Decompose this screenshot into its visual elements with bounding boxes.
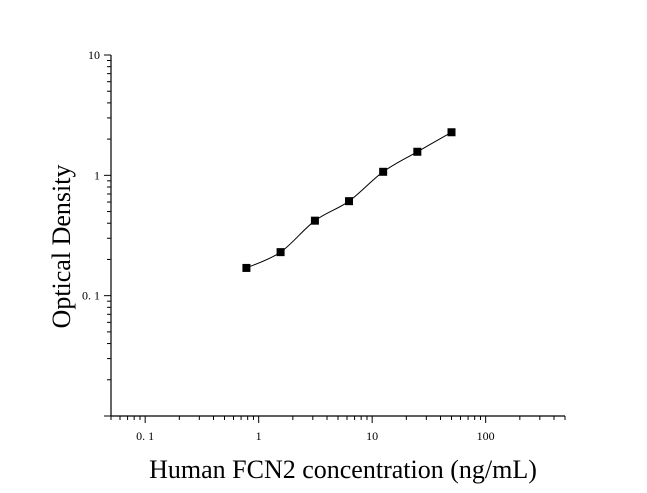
data-point	[413, 147, 422, 156]
y-tick-label: 10	[88, 48, 100, 62]
axes	[110, 55, 565, 417]
y-tick-label: 0. 1	[82, 289, 100, 303]
x-tick-label: 0. 1	[136, 429, 154, 443]
data-points	[242, 128, 456, 272]
data-point	[344, 197, 353, 206]
y-tick-label: 1	[94, 168, 100, 182]
data-point	[242, 263, 251, 272]
data-point	[379, 167, 388, 176]
x-axis-title: Human FCN2 concentration (ng/mL)	[149, 455, 537, 484]
data-point	[310, 216, 319, 225]
data-point	[447, 128, 456, 137]
data-point	[276, 248, 285, 257]
x-tick-label: 10	[366, 429, 378, 443]
x-tick-label: 1	[256, 429, 262, 443]
x-tick-label: 100	[477, 429, 495, 443]
y-axis-title: Optical Density	[47, 165, 76, 329]
y-ticks: 0. 1 1 10	[82, 48, 111, 417]
x-ticks: 0. 1 1 10 100	[110, 416, 566, 443]
